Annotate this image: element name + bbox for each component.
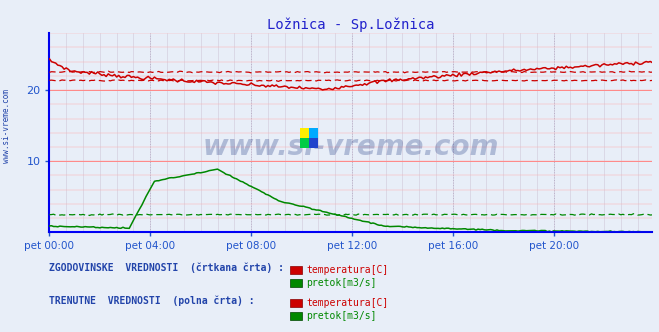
Title: Ložnica - Sp.Ložnica: Ložnica - Sp.Ložnica [267, 18, 435, 32]
Text: temperatura[C]: temperatura[C] [306, 298, 389, 308]
Text: temperatura[C]: temperatura[C] [306, 265, 389, 275]
Text: www.si-vreme.com: www.si-vreme.com [2, 89, 11, 163]
Text: TRENUTNE  VREDNOSTI  (polna črta) :: TRENUTNE VREDNOSTI (polna črta) : [49, 295, 255, 306]
Text: www.si-vreme.com: www.si-vreme.com [203, 133, 499, 161]
Text: pretok[m3/s]: pretok[m3/s] [306, 311, 377, 321]
Bar [309, 138, 318, 148]
Bar [300, 138, 309, 148]
Bar [309, 128, 318, 138]
Text: ZGODOVINSKE  VREDNOSTI  (črtkana črta) :: ZGODOVINSKE VREDNOSTI (črtkana črta) : [49, 262, 285, 273]
Bar [300, 128, 309, 138]
Text: pretok[m3/s]: pretok[m3/s] [306, 278, 377, 288]
